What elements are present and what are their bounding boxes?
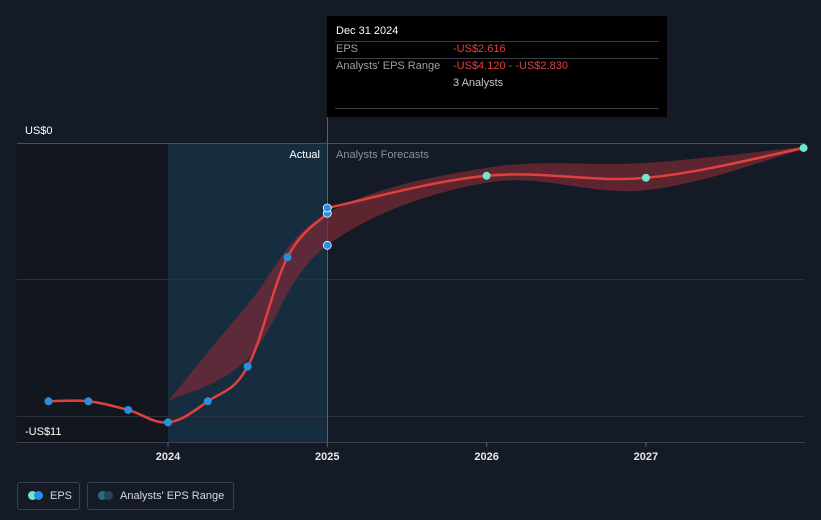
eps-dots — [44, 143, 808, 427]
eps-legend-icon — [28, 491, 44, 501]
legend-eps[interactable]: EPS — [17, 482, 80, 510]
eps-tooltip: Dec 31 2024 EPS -US$2.616 Analysts' EPS … — [327, 16, 667, 117]
x-tick-label: 2025 — [315, 451, 339, 463]
eps-actual-point — [283, 253, 292, 262]
eps-forecast-point — [482, 171, 491, 180]
legend-eps-range[interactable]: Analysts' EPS Range — [87, 482, 234, 510]
x-tick-label: 2027 — [634, 451, 658, 463]
forecast-section-label: Analysts Forecasts — [336, 149, 429, 161]
eps-range-area — [168, 146, 804, 402]
eps-actual-point — [44, 397, 53, 406]
eps-actual-point — [243, 362, 252, 371]
eps-actual-line — [48, 212, 329, 424]
pre-period-shade — [17, 143, 168, 442]
eps-actual-point — [164, 418, 172, 427]
y-tick-label: US$0 — [25, 125, 53, 137]
tooltip-analyst-count: 3 Analysts — [453, 77, 504, 89]
x-tick-label: 2026 — [474, 451, 498, 463]
eps-forecast-point — [641, 173, 650, 182]
x-tick-label: 2024 — [156, 451, 181, 463]
tooltip-range-value: -US$4.120 - -US$2.830 — [453, 60, 568, 72]
eps-forecast-point — [322, 203, 332, 213]
range-legend-icon — [98, 491, 114, 501]
tooltip-date: Dec 31 2024 — [336, 25, 399, 37]
eps-forecast-point — [799, 143, 808, 152]
legend-eps-label: EPS — [50, 490, 73, 502]
actual-section-label: Actual — [289, 149, 320, 161]
eps-range-band — [168, 146, 804, 402]
eps-forecast-line — [327, 146, 804, 210]
tooltip-range-label: Analysts' EPS Range — [336, 60, 441, 72]
tooltip-eps-value: -US$2.616 — [453, 43, 506, 55]
tooltip-divider — [335, 58, 659, 59]
tooltip-eps-label: EPS — [336, 43, 359, 55]
y-tick-label: -US$11 — [25, 426, 61, 438]
grid-lines — [17, 117, 805, 443]
eps-actual-point — [84, 397, 93, 406]
actual-period-highlight — [168, 143, 328, 442]
eps-actual-point — [322, 240, 332, 250]
legend-range-label: Analysts' EPS Range — [120, 490, 225, 502]
y-axis: US$0 -US$11 — [25, 125, 61, 438]
eps-actual-point — [203, 397, 212, 406]
eps-actual-point — [124, 405, 133, 414]
tooltip-divider — [335, 108, 659, 109]
tooltip-divider — [335, 41, 659, 42]
eps-line-layer — [48, 146, 804, 424]
x-axis: 2024 2025 2026 2027 — [156, 442, 658, 463]
